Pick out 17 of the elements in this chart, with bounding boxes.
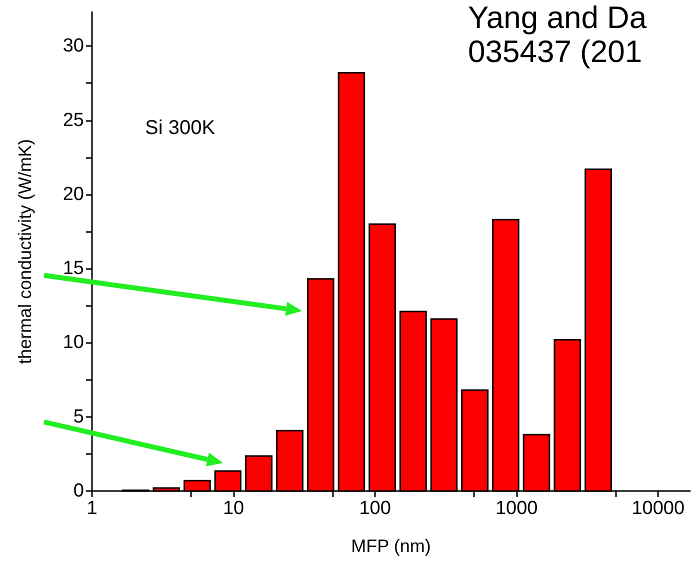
y-tick-label: 10 <box>62 332 84 354</box>
annotation: Si 300K <box>145 117 216 139</box>
x-axis-title: MFP (nm) <box>351 536 431 556</box>
y-tick-label: 25 <box>62 110 84 131</box>
y-axis-title: thermal conductivity (W/mK) <box>15 138 35 364</box>
x-tick-label: 1000 <box>495 498 538 519</box>
x-tick-label: 10000 <box>632 498 685 519</box>
annotation: Yang and Da <box>468 0 648 35</box>
x-tick-label: 100 <box>359 498 391 519</box>
x-tick-label: 1 <box>86 498 98 519</box>
annotation: 035437 (201 <box>468 34 642 69</box>
y-tick-label: 0 <box>73 480 84 502</box>
y-tick-label: 5 <box>73 406 84 428</box>
y-tick-label: 30 <box>62 36 84 57</box>
x-tick-label: 10 <box>222 498 244 519</box>
y-tick-label: 20 <box>62 184 84 205</box>
y-tick-label: 15 <box>62 258 84 280</box>
